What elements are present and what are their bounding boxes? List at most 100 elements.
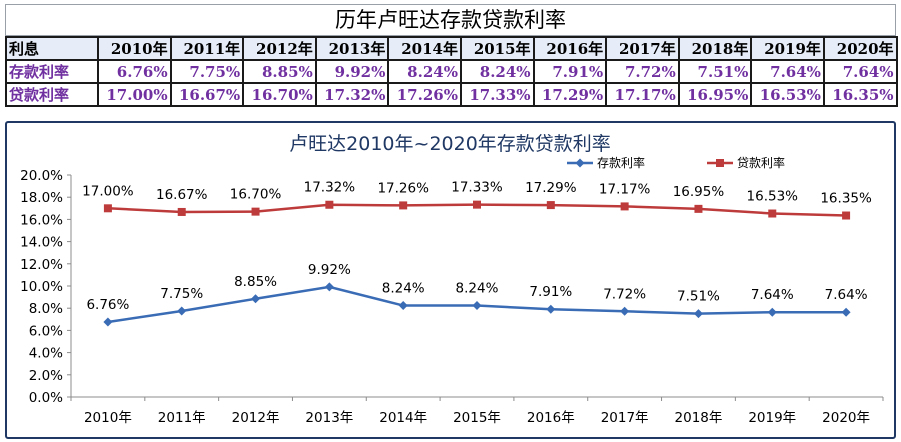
data-label: 17.26%	[377, 180, 429, 196]
data-point	[473, 200, 481, 209]
data-label: 6.76%	[86, 297, 129, 313]
rate-cell: 7.72%	[605, 59, 680, 84]
year-header: 2020年	[822, 36, 898, 61]
data-point	[177, 207, 186, 216]
table-title: 历年卢旺达存款贷款利率	[5, 4, 896, 36]
year-header: 2019年	[750, 36, 825, 61]
x-tick-label: 2018年	[675, 410, 723, 426]
line-chart: 卢旺达2010年~2020年存款贷款利率 存款利率 贷款利率 0.0% 2.0% 4.…	[5, 121, 896, 439]
data-point	[472, 301, 482, 311]
rate-cell: 17.29%	[532, 82, 608, 107]
x-tick-label: 2019年	[748, 410, 796, 426]
x-tick-label: 2012年	[232, 410, 280, 426]
rate-cell: 8.24%	[459, 59, 535, 84]
y-tick-label: 8.0%	[29, 301, 63, 317]
legend-item: 存款利率	[567, 155, 645, 170]
x-tick-label: 2016年	[527, 410, 575, 426]
year-header: 2015年	[459, 36, 535, 61]
legend: 存款利率 贷款利率	[567, 155, 785, 170]
data-point	[546, 201, 555, 210]
data-label: 7.51%	[677, 289, 720, 305]
rate-cell: 7.64%	[750, 59, 825, 84]
header-label: 利息	[5, 36, 99, 61]
legend-label: 存款利率	[597, 155, 645, 170]
rate-cell: 8.24%	[387, 59, 462, 84]
data-label: 17.17%	[599, 181, 651, 197]
data-label: 17.29%	[525, 180, 577, 196]
data-label: 8.24%	[382, 281, 425, 297]
legend-marker	[716, 159, 724, 167]
rate-cell: 7.91%	[532, 59, 608, 84]
year-header: 2013年	[314, 36, 390, 61]
data-point	[399, 201, 408, 210]
rate-cell: 17.26%	[387, 82, 462, 107]
data-point	[103, 204, 112, 213]
series-layer: 6.76% 7.75% 8.85% 9.92% 8.24% 8.24% 7.91% 7.72%…	[82, 180, 872, 327]
y-tick-label: 0.0%	[29, 390, 63, 406]
data-label: 8.24%	[456, 281, 499, 297]
y-tick-label: 16.0%	[20, 212, 63, 228]
data-label: 17.33%	[451, 180, 503, 196]
rate-cell: 9.92%	[314, 59, 390, 84]
rate-cell: 7.75%	[169, 59, 245, 84]
year-header: 2012年	[242, 36, 317, 61]
rate-cell: 16.53%	[750, 82, 825, 107]
data-point	[842, 211, 851, 220]
data-point	[768, 209, 777, 218]
data-label: 7.72%	[603, 286, 646, 302]
data-label: 7.75%	[160, 286, 203, 302]
y-tick-label: 10.0%	[20, 279, 63, 295]
y-tick-label: 20.0%	[20, 168, 63, 184]
rate-cell: 8.85%	[242, 59, 317, 84]
rate-cell: 17.33%	[459, 82, 535, 107]
year-header: 2018年	[677, 36, 753, 61]
legend-marker	[575, 158, 585, 168]
data-point	[103, 317, 113, 327]
x-tick-label: 2014年	[379, 410, 427, 426]
table-row: 贷款利率 17.00% 16.67% 16.70% 17.32% 17.26% 17.33%…	[5, 82, 898, 107]
data-label: 7.91%	[529, 284, 572, 300]
data-label: 17.00%	[82, 183, 134, 199]
y-tick-label: 18.0%	[20, 190, 63, 206]
x-tick-label: 2013年	[305, 410, 353, 426]
data-point	[177, 306, 187, 316]
rate-cell: 17.00%	[97, 82, 172, 107]
rate-cell: 16.35%	[822, 82, 898, 107]
x-tick-label: 2010年	[84, 410, 132, 426]
data-point	[620, 202, 629, 211]
data-point	[251, 294, 261, 304]
data-point	[398, 301, 408, 311]
y-tick-label: 2.0%	[29, 368, 63, 384]
chart-svg: 卢旺达2010年~2020年存款贷款利率 存款利率 贷款利率 0.0% 2.0% 4.…	[20, 133, 884, 426]
data-point	[546, 304, 556, 314]
data-point	[767, 307, 777, 317]
series-deposit: 6.76% 7.75% 8.85% 9.92% 8.24% 8.24% 7.91% 7.72%…	[86, 262, 868, 327]
data-point	[693, 309, 703, 319]
series-loan: 17.00% 16.67% 16.70% 17.32% 17.26% 17.33% 17.2…	[82, 180, 872, 220]
table-row: 存款利率 6.76% 7.75% 8.85% 9.92% 8.24% 8.24% 7.91% 7…	[5, 59, 898, 84]
year-header: 2011年	[169, 36, 245, 61]
data-label: 16.67%	[156, 187, 208, 203]
data-label: 17.32%	[304, 180, 356, 196]
year-header: 2016年	[532, 36, 608, 61]
legend-label: 贷款利率	[737, 155, 785, 170]
rate-cell: 16.67%	[169, 82, 245, 107]
data-label: 7.64%	[751, 287, 794, 303]
table-header-row: 利息 2010年 2011年 2012年 2013年 2014年 2015年 2016年 201…	[5, 36, 898, 61]
rate-cell: 17.32%	[314, 82, 390, 107]
y-tick-label: 6.0%	[29, 323, 63, 339]
data-label: 9.92%	[308, 262, 351, 278]
y-tick-label: 14.0%	[20, 235, 63, 251]
year-header: 2014年	[387, 36, 462, 61]
rate-cell: 16.95%	[677, 82, 753, 107]
data-label: 16.70%	[230, 187, 282, 203]
data-label: 8.85%	[234, 274, 277, 290]
rate-cell: 6.76%	[97, 59, 172, 84]
x-tick-label: 2015年	[453, 410, 501, 426]
data-point	[251, 207, 260, 216]
data-point	[324, 282, 334, 292]
rate-cell: 7.64%	[822, 59, 898, 84]
year-header: 2010年	[97, 36, 172, 61]
x-tick-label: 2017年	[601, 410, 649, 426]
data-label: 16.95%	[673, 184, 725, 200]
